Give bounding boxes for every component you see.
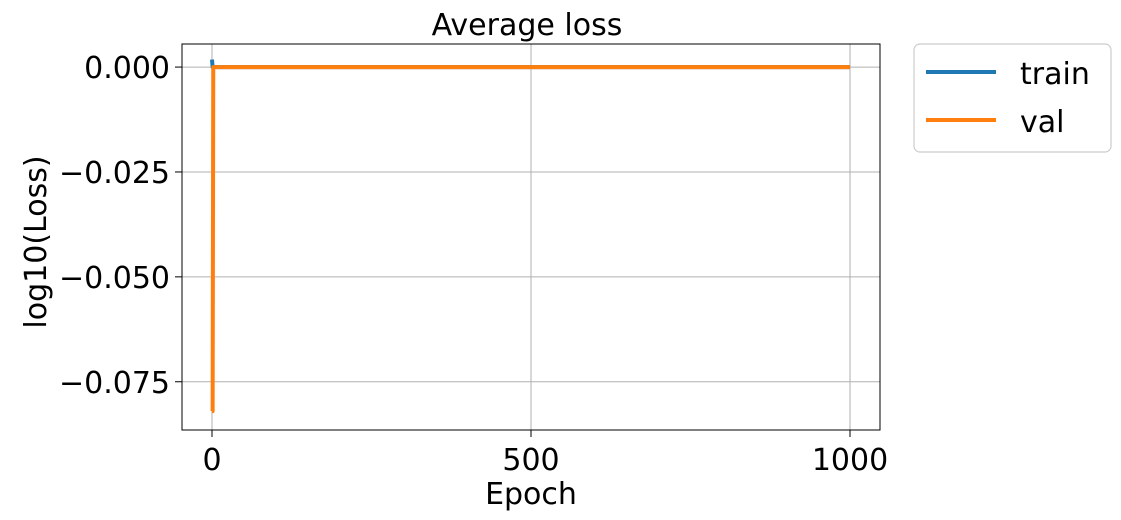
legend-label-train: train <box>1020 57 1090 92</box>
x-axis-label: Epoch <box>485 477 577 512</box>
legend-label-val: val <box>1020 105 1064 140</box>
legend: train val <box>913 43 1112 153</box>
y-axis-label: log10(Loss) <box>19 155 54 328</box>
y-tick-label: −0.075 <box>59 366 170 401</box>
series-line-val <box>210 65 851 414</box>
chart-title: Average loss <box>432 8 623 43</box>
axis-ticks: 0 500 1000 0.000 −0.025 −0.050 −0.075 <box>59 51 888 478</box>
grid-lines <box>182 44 880 430</box>
x-tick-label: 0 <box>202 443 221 478</box>
series-lines <box>209 59 851 414</box>
x-tick-label: 500 <box>502 443 559 478</box>
y-tick-label: −0.025 <box>59 156 170 191</box>
y-tick-label: −0.050 <box>59 261 170 296</box>
x-tick-label: 1000 <box>812 443 888 478</box>
y-tick-label: 0.000 <box>84 51 170 86</box>
